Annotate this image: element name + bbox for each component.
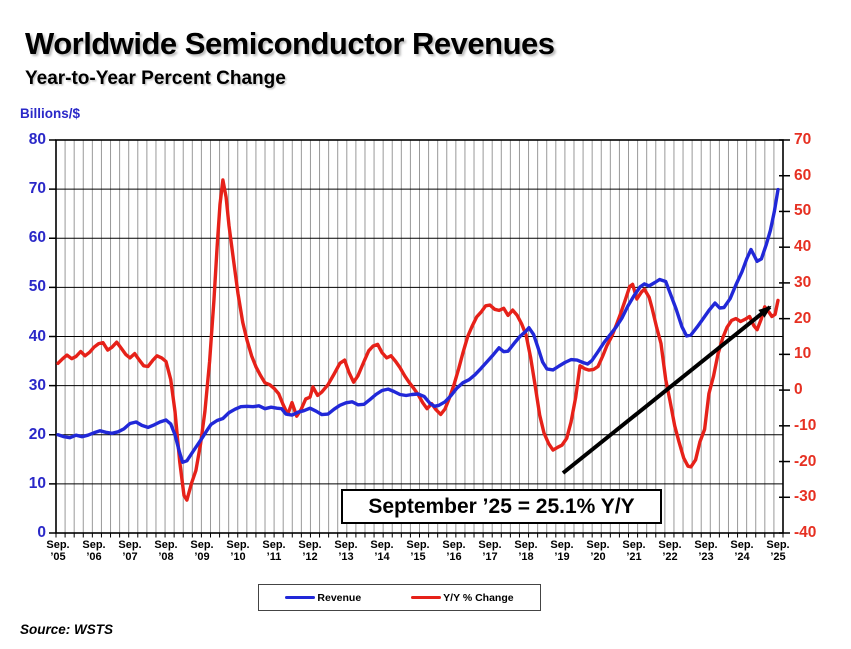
right-axis-tick-label: 10 xyxy=(794,345,812,363)
revenue-line-swatch xyxy=(285,595,316,600)
x-axis-tick-label: Sep. ’13 xyxy=(334,539,358,563)
x-axis-tick-label: Sep. ’17 xyxy=(478,539,502,563)
x-axis-tick-label: Sep. ’08 xyxy=(154,539,178,563)
legend-item-yoy: Y/Y % Change xyxy=(411,591,514,604)
right-axis-tick-label: 60 xyxy=(794,166,812,184)
right-axis-tick-label: 40 xyxy=(794,238,812,256)
page-title: Worldwide Semiconductor Revenues xyxy=(25,26,555,61)
x-axis-tick-label: Sep. ’23 xyxy=(694,539,718,563)
x-axis-tick-label: Sep. ’14 xyxy=(370,539,394,563)
annotation-box: September ’25 = 25.1% Y/Y xyxy=(341,489,662,524)
yoy-line-swatch xyxy=(411,595,442,600)
x-axis-tick-label: Sep. ’18 xyxy=(514,539,538,563)
annotation-text: September ’25 = 25.1% Y/Y xyxy=(368,494,635,518)
left-axis-tick-label: 20 xyxy=(28,425,46,443)
source-credit: Source: WSTS xyxy=(20,622,114,637)
left-axis-unit-label: Billions/$ xyxy=(20,106,81,121)
right-axis-tick-label: 30 xyxy=(794,273,812,291)
right-axis-tick-label: -20 xyxy=(794,452,817,470)
right-axis-tick-label: -40 xyxy=(794,524,817,541)
left-axis-tick-label: 0 xyxy=(37,524,46,541)
x-axis-tick-label: Sep. ’19 xyxy=(550,539,574,563)
x-axis-tick-label: Sep. ’21 xyxy=(622,539,646,563)
x-axis-tick-label: Sep. ’10 xyxy=(226,539,250,563)
x-axis-tick-label: Sep. ’07 xyxy=(118,539,142,563)
right-axis-tick-label: 20 xyxy=(794,309,812,327)
x-axis-tick-label: Sep. ’20 xyxy=(586,539,610,563)
legend-label-revenue: Revenue xyxy=(317,591,362,604)
left-axis-tick-label: 70 xyxy=(28,180,46,198)
left-axis-tick-label: 80 xyxy=(28,131,46,148)
legend-item-revenue: Revenue xyxy=(285,592,361,604)
x-axis-tick-label: Sep. ’12 xyxy=(298,539,322,563)
right-axis-tick-label: -30 xyxy=(794,488,817,506)
x-axis-tick-label: Sep. ’05 xyxy=(46,539,70,563)
x-axis-tick-label: Sep. ’06 xyxy=(82,539,106,563)
x-axis-tick-label: Sep. ’16 xyxy=(442,539,466,563)
x-axis-tick-label: Sep. ’24 xyxy=(730,539,754,563)
x-axis-tick-label: Sep. ’25 xyxy=(766,539,790,563)
right-axis-tick-label: 70 xyxy=(794,131,812,148)
right-axis-tick-label: 0 xyxy=(794,381,803,399)
left-axis-tick-label: 50 xyxy=(28,278,46,296)
trend-arrow-icon xyxy=(561,305,772,475)
yoy-change-line xyxy=(56,178,780,502)
x-axis-tick-label: Sep. ’15 xyxy=(406,539,430,563)
left-axis-tick-label: 40 xyxy=(28,327,46,345)
left-axis-tick-label: 60 xyxy=(28,229,46,247)
revenue-line xyxy=(56,187,780,464)
left-axis-tick-label: 30 xyxy=(28,376,46,394)
x-axis-tick-label: Sep. ’22 xyxy=(658,539,682,563)
legend: Revenue Y/Y % Change xyxy=(258,584,541,611)
plot-border xyxy=(55,139,784,534)
right-axis-tick-label: -10 xyxy=(794,416,817,434)
page-subtitle: Year-to-Year Percent Change xyxy=(25,68,286,89)
left-axis-tick-label: 10 xyxy=(28,474,46,492)
right-axis-tick-label: 50 xyxy=(794,202,812,220)
legend-label-yoy: Y/Y % Change xyxy=(443,591,514,604)
x-axis-tick-label: Sep. ’11 xyxy=(262,539,286,563)
x-axis-tick-label: Sep. ’09 xyxy=(190,539,214,563)
